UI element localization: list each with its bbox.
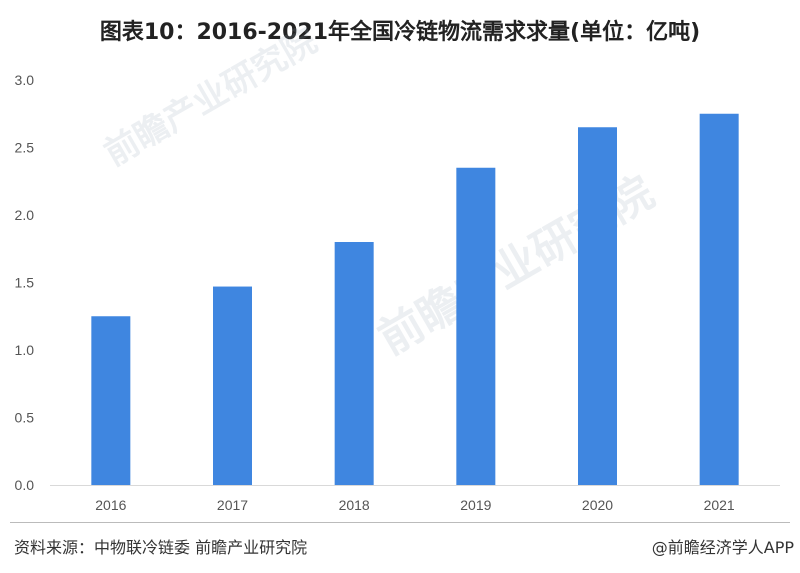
bar-2016	[91, 316, 131, 485]
chart-title: 图表10：2016-2021年全国冷链物流需求求量(单位：亿吨)	[99, 20, 701, 45]
y-tick-label: 1.5	[15, 275, 35, 291]
y-tick-label: 0.5	[15, 410, 35, 426]
bar-chart: 0.00.51.01.52.02.53.0 2016 2017 2018 2019 20…	[15, 72, 780, 513]
x-tick-label-2021: 2021	[704, 497, 735, 513]
y-tick-label: 1.0	[15, 342, 35, 358]
footer: 资料来源：中物联冷链委 前瞻产业研究院 @前瞻经济学人APP	[0, 530, 800, 560]
y-tick-label: 0.0	[15, 477, 35, 493]
y-tick-label: 2.5	[15, 140, 35, 156]
source-note: 资料来源：中物联冷链委 前瞻产业研究院	[14, 538, 308, 557]
x-tick-label-2016: 2016	[95, 497, 126, 513]
x-axis-ticks: 2016 2017 2018 2019 2020 2021	[95, 497, 735, 513]
x-tick-label-2019: 2019	[460, 497, 491, 513]
bar-2017	[213, 286, 252, 485]
x-tick-label-2017: 2017	[217, 497, 248, 513]
bar-2018	[334, 242, 374, 485]
bar-2020	[578, 127, 617, 485]
footer-divider	[10, 522, 790, 523]
bar-series	[91, 113, 739, 485]
bar-2019	[456, 167, 496, 485]
credit-text: @前瞻经济学人APP	[651, 538, 794, 557]
y-axis-ticks: 0.0 0.5 1.0 1.5 2.0 2.5 3.0	[15, 72, 35, 493]
y-tick-label: 3.0	[15, 72, 35, 88]
bar-2021	[699, 113, 739, 485]
y-tick-label: 2.0	[15, 207, 35, 223]
x-tick-label-2020: 2020	[582, 497, 613, 513]
x-tick-label-2018: 2018	[339, 497, 370, 513]
